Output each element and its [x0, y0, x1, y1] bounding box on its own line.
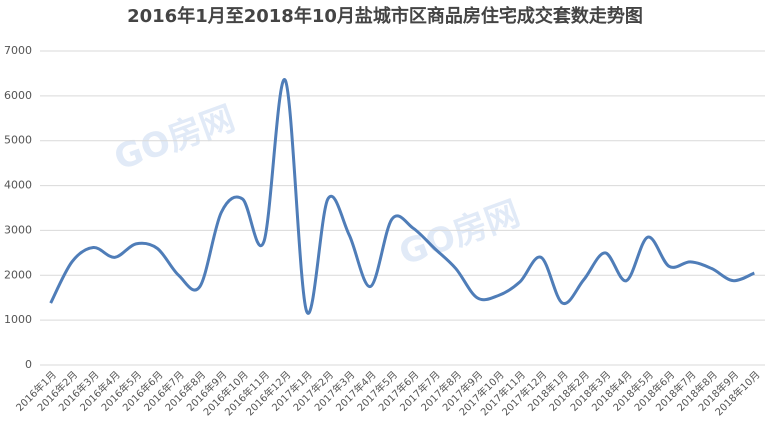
y-tick-label: 5000 [4, 134, 32, 147]
line-series [49, 78, 755, 315]
y-tick-label: 3000 [4, 223, 32, 236]
chart-title: 2016年1月至2018年10月盐城市区商品房住宅成交套数走势图 [127, 5, 643, 27]
y-tick-label: 7000 [4, 44, 32, 57]
y-tick-label: 4000 [4, 179, 32, 192]
watermark: GO房网 [394, 193, 525, 273]
watermark: GO房网 [109, 98, 240, 178]
y-tick-label: 1000 [4, 313, 32, 326]
y-tick-label: 2000 [4, 268, 32, 281]
y-tick-label: 6000 [4, 89, 32, 102]
y-tick-label: 0 [25, 358, 32, 371]
